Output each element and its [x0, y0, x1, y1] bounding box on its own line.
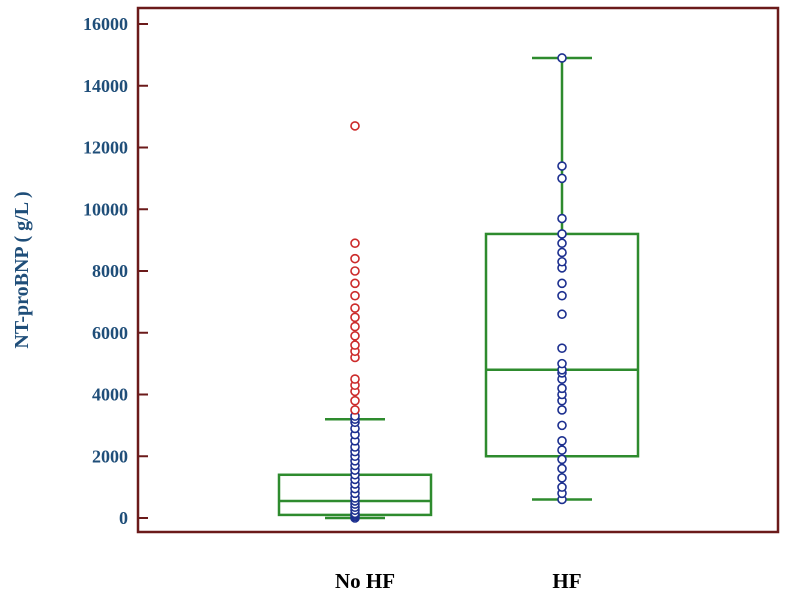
data-point — [557, 358, 567, 369]
outlier-point — [350, 405, 360, 415]
y-tick-label: 10000 — [83, 199, 128, 219]
boxes-layer — [277, 56, 640, 520]
outlier-point — [350, 312, 360, 323]
data-point — [557, 229, 567, 239]
outlier-point — [350, 121, 360, 131]
data-point — [557, 343, 567, 353]
data-point — [557, 53, 567, 63]
points-layer — [350, 53, 567, 523]
outlier-point — [350, 374, 360, 384]
outlier-point — [350, 395, 360, 406]
data-point — [557, 405, 567, 415]
y-axis-title: NT-proBNP ( g/L ) — [11, 191, 33, 348]
data-point — [557, 473, 567, 483]
outlier-point — [350, 290, 360, 301]
y-axis-ticks: 0 2000 4000 6000 8000 10000 12000 14000 16000 — [83, 14, 148, 528]
data-point — [557, 436, 567, 446]
data-point — [557, 173, 567, 184]
y-tick-label: 14000 — [83, 76, 128, 96]
category-labels: No HF HF — [335, 569, 582, 593]
data-point — [557, 383, 567, 394]
data-point — [557, 278, 567, 289]
data-point — [557, 482, 567, 492]
outlier-point — [350, 303, 360, 313]
outlier-point — [350, 331, 360, 341]
y-tick-label: 6000 — [92, 323, 128, 343]
category-label: No HF — [335, 569, 395, 593]
category-label: HF — [552, 569, 581, 593]
data-point — [557, 290, 567, 301]
outlier-point — [350, 321, 360, 332]
data-point — [557, 420, 567, 431]
data-point — [557, 247, 567, 258]
data-point — [557, 463, 567, 474]
y-tick-label: 2000 — [92, 446, 128, 466]
y-tick-label: 12000 — [83, 138, 128, 158]
outlier-point — [350, 253, 360, 264]
plot-frame — [136, 6, 780, 534]
y-tick-label: 0 — [119, 508, 128, 528]
data-point — [557, 309, 567, 320]
outlier-point — [350, 340, 360, 350]
data-point — [557, 454, 567, 465]
data-point — [557, 213, 567, 224]
y-tick-label: 16000 — [83, 14, 128, 34]
outlier-point — [350, 238, 360, 249]
data-point — [557, 161, 567, 171]
y-tick-label: 4000 — [92, 385, 128, 405]
data-point — [557, 445, 567, 455]
y-tick-label: 8000 — [92, 261, 128, 281]
data-point — [557, 256, 567, 267]
outlier-point — [350, 266, 360, 276]
data-point — [557, 238, 567, 249]
outlier-point — [350, 278, 360, 289]
